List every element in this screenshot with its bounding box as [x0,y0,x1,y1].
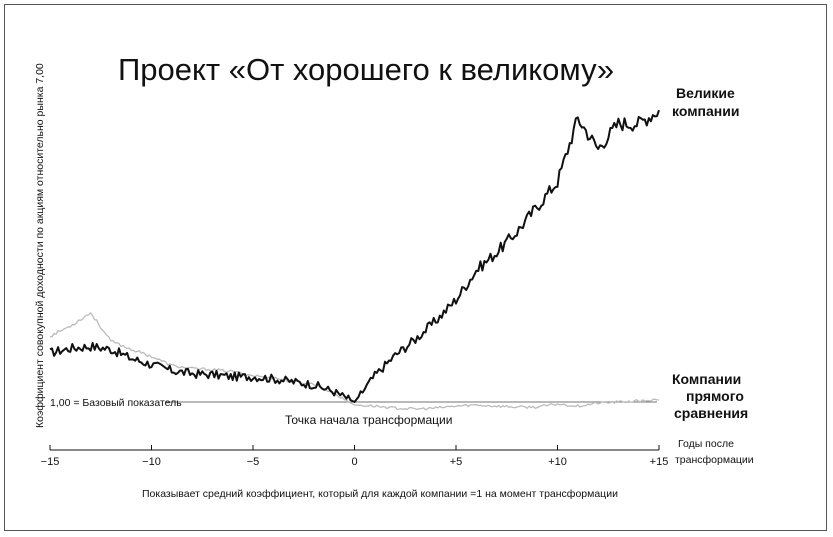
baseline-label: 1,00 = Базовый показатель [50,397,182,409]
series-line-comparison-companies [49,312,660,411]
series-line-great-companies [49,109,660,403]
x-tick-label: 0 [351,456,357,468]
x-axis-label-line1: Годы после [678,438,734,450]
x-tick-label: +5 [450,456,463,468]
x-tick-label: +15 [650,456,669,468]
series-label-great-line2: компании [672,103,739,119]
x-tick-label: −10 [142,456,161,468]
chart-frame [4,4,827,531]
x-axis-label-line2: трансформации [675,454,754,466]
x-tick-label: +10 [548,456,567,468]
series-label-comparison-line1: Компании [672,371,741,387]
series-label-comparison-line2: прямого [686,388,744,404]
x-ticks: −15 −10 −5 0 +5 +10 +15 [41,445,669,468]
chart-title: Проект «От хорошего к великому» [118,52,614,87]
y-axis-label: Коэффициент совокупной доходности по акц… [34,63,46,428]
series-label-great-line1: Великие [676,85,735,101]
footnote: Показывает средний коэффициент, который … [142,488,618,500]
x-tick-label: −15 [41,456,60,468]
series-group [49,109,660,411]
x-tick-label: −5 [247,456,260,468]
transition-annotation: Точка начала трансформации [285,413,452,427]
series-label-comparison-line3: сравнения [674,405,748,421]
